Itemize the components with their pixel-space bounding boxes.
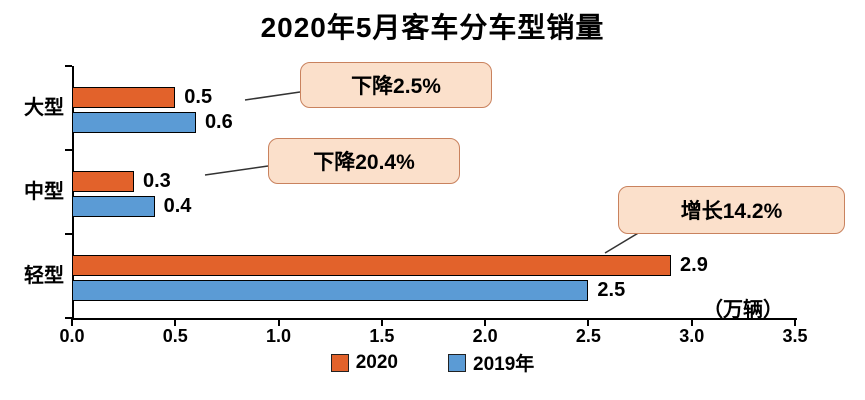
legend-item-2020: 2020 [330, 351, 398, 374]
legend-label: 2020 [355, 351, 398, 373]
bar-2019年-中型 [72, 196, 155, 217]
bar-2020-轻型 [72, 255, 672, 276]
x-axis-tick [690, 318, 693, 326]
legend-swatch-2019年 [448, 353, 466, 372]
bar-2019年-大型 [72, 112, 196, 133]
x-axis-tick [277, 318, 280, 326]
category-label: 大型 [24, 97, 64, 119]
x-tick-label: 1.0 [266, 326, 292, 346]
x-tick-label: 2.5 [575, 326, 601, 346]
bar-value-label: 0.6 [204, 111, 233, 133]
y-axis-tick [65, 317, 72, 319]
legend-label: 2019年 [473, 354, 535, 375]
bar-2020-大型 [72, 87, 176, 108]
bar-value-label: 2.9 [680, 254, 708, 276]
annotation-callout-大型: 下降2.5% [300, 62, 492, 108]
x-axis-tick [71, 318, 73, 326]
bar-value-label: 0.4 [163, 195, 192, 217]
unit-label: （万辆） [703, 299, 783, 321]
bar-value-label: 0.3 [142, 170, 171, 192]
x-tick-label: 0.5 [162, 326, 188, 346]
plot-area [72, 66, 797, 320]
bar-value-label: 0.5 [184, 86, 213, 108]
x-tick-label: 3.5 [782, 326, 808, 346]
x-tick-label: 1.5 [369, 326, 395, 346]
legend: 2020 2019年 [0, 349, 865, 376]
category-label: 轻型 [24, 265, 64, 287]
bar-value-label: 2.5 [597, 279, 626, 301]
x-axis-tick [174, 318, 177, 326]
y-axis-tick [65, 149, 72, 151]
category-label: 中型 [24, 181, 64, 203]
legend-swatch-2020 [330, 353, 349, 372]
y-axis-tick [65, 65, 72, 67]
bar-2019年-轻型 [72, 280, 589, 301]
x-axis-tick [484, 318, 487, 326]
chart-title: 2020年5月客车分车型销量 [260, 12, 605, 43]
x-tick-label: 0.0 [59, 326, 85, 346]
legend-item-2019年: 2019年 [448, 349, 534, 376]
x-axis-tick [380, 318, 383, 326]
x-tick-label: 2.0 [472, 326, 498, 346]
y-axis-tick [65, 233, 72, 235]
x-axis-tick [587, 318, 590, 326]
annotation-callout-轻型: 增长14.2% [618, 186, 845, 234]
annotation-callout-中型: 下降20.4% [268, 138, 460, 184]
bar-2020-中型 [72, 171, 134, 192]
x-tick-label: 3.0 [679, 326, 705, 346]
x-axis-tick [794, 318, 796, 326]
